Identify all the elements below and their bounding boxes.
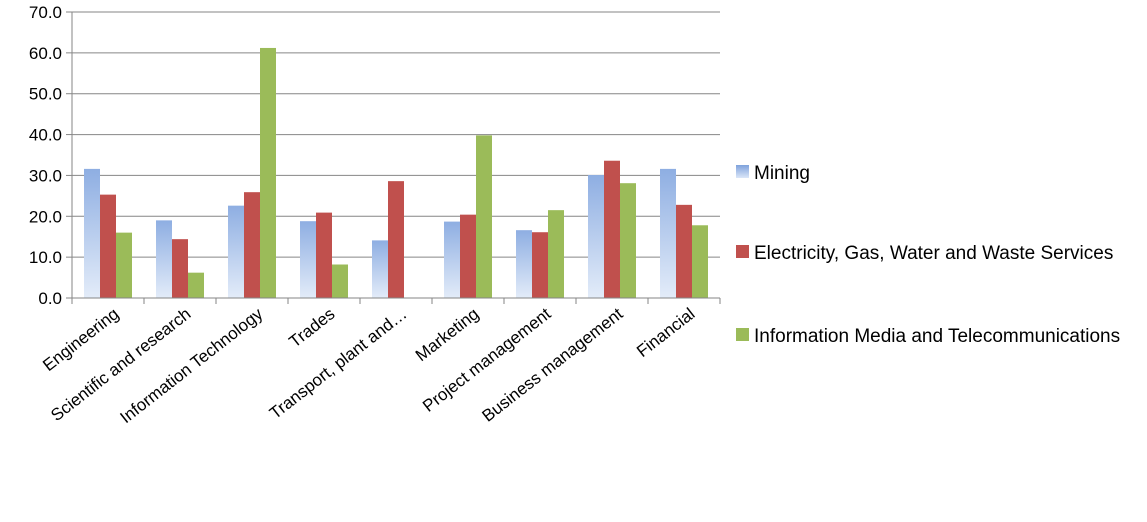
bar-electricity — [676, 204, 692, 298]
legend-label-information-media: Information Media and Telecommunications — [754, 326, 1121, 347]
legend-label-electricity: Electricity, Gas, Water and Waste Servic… — [754, 243, 1114, 264]
bars — [84, 47, 708, 298]
bar-mining — [588, 175, 604, 298]
x-category-label: Business management — [478, 304, 626, 426]
legend-swatch-mining — [736, 165, 749, 178]
bar-mining — [372, 240, 388, 298]
x-category-label: Financial — [633, 304, 698, 361]
bar-information-media — [476, 135, 492, 298]
bar-mining — [228, 205, 244, 298]
legend-swatch-electricity — [736, 245, 749, 258]
bar-mining — [84, 168, 100, 298]
bar-electricity — [388, 181, 404, 298]
bar-mining — [300, 221, 316, 298]
y-tick-label: 60.0 — [29, 44, 62, 63]
bar-information-media — [692, 225, 708, 298]
bar-information-media — [620, 183, 636, 298]
bar-electricity — [316, 212, 332, 298]
x-category-label: Transport, plant and… — [266, 304, 410, 423]
x-category-label: Project management — [419, 304, 555, 416]
bar-electricity — [604, 160, 620, 298]
y-tick-label: 40.0 — [29, 126, 62, 145]
y-tick-label: 50.0 — [29, 85, 62, 104]
bar-electricity — [244, 192, 260, 298]
x-category-label: Information Technology — [116, 304, 266, 427]
y-axis-tick-labels: 0.0 10.0 20.0 30.0 40.0 50.0 60.0 70.0 — [29, 3, 62, 308]
bar-electricity — [460, 214, 476, 298]
bar-mining — [444, 221, 460, 298]
x-category-label: Trades — [286, 304, 339, 351]
y-tick-label: 30.0 — [29, 166, 62, 185]
x-category-label: Scientific and research — [47, 304, 194, 425]
bar-electricity — [100, 194, 116, 298]
legend-label-mining: Mining — [754, 163, 810, 184]
bar-electricity — [532, 232, 548, 298]
bar-mining — [156, 220, 172, 298]
bar-information-media — [548, 210, 564, 298]
y-tick-label: 20.0 — [29, 207, 62, 226]
x-category-label: Marketing — [412, 304, 483, 365]
bar-information-media — [116, 232, 132, 298]
axes — [71, 12, 721, 304]
y-tick-label: 70.0 — [29, 3, 62, 22]
legend-swatch-information-media — [736, 328, 749, 341]
y-tick-label: 0.0 — [38, 289, 62, 308]
bar-information-media — [260, 47, 276, 298]
y-tick-label: 10.0 — [29, 248, 62, 267]
bar-mining — [516, 230, 532, 298]
bar-mining — [660, 168, 676, 298]
bar-information-media — [188, 272, 204, 298]
bar-electricity — [172, 239, 188, 298]
bar-information-media — [332, 264, 348, 298]
